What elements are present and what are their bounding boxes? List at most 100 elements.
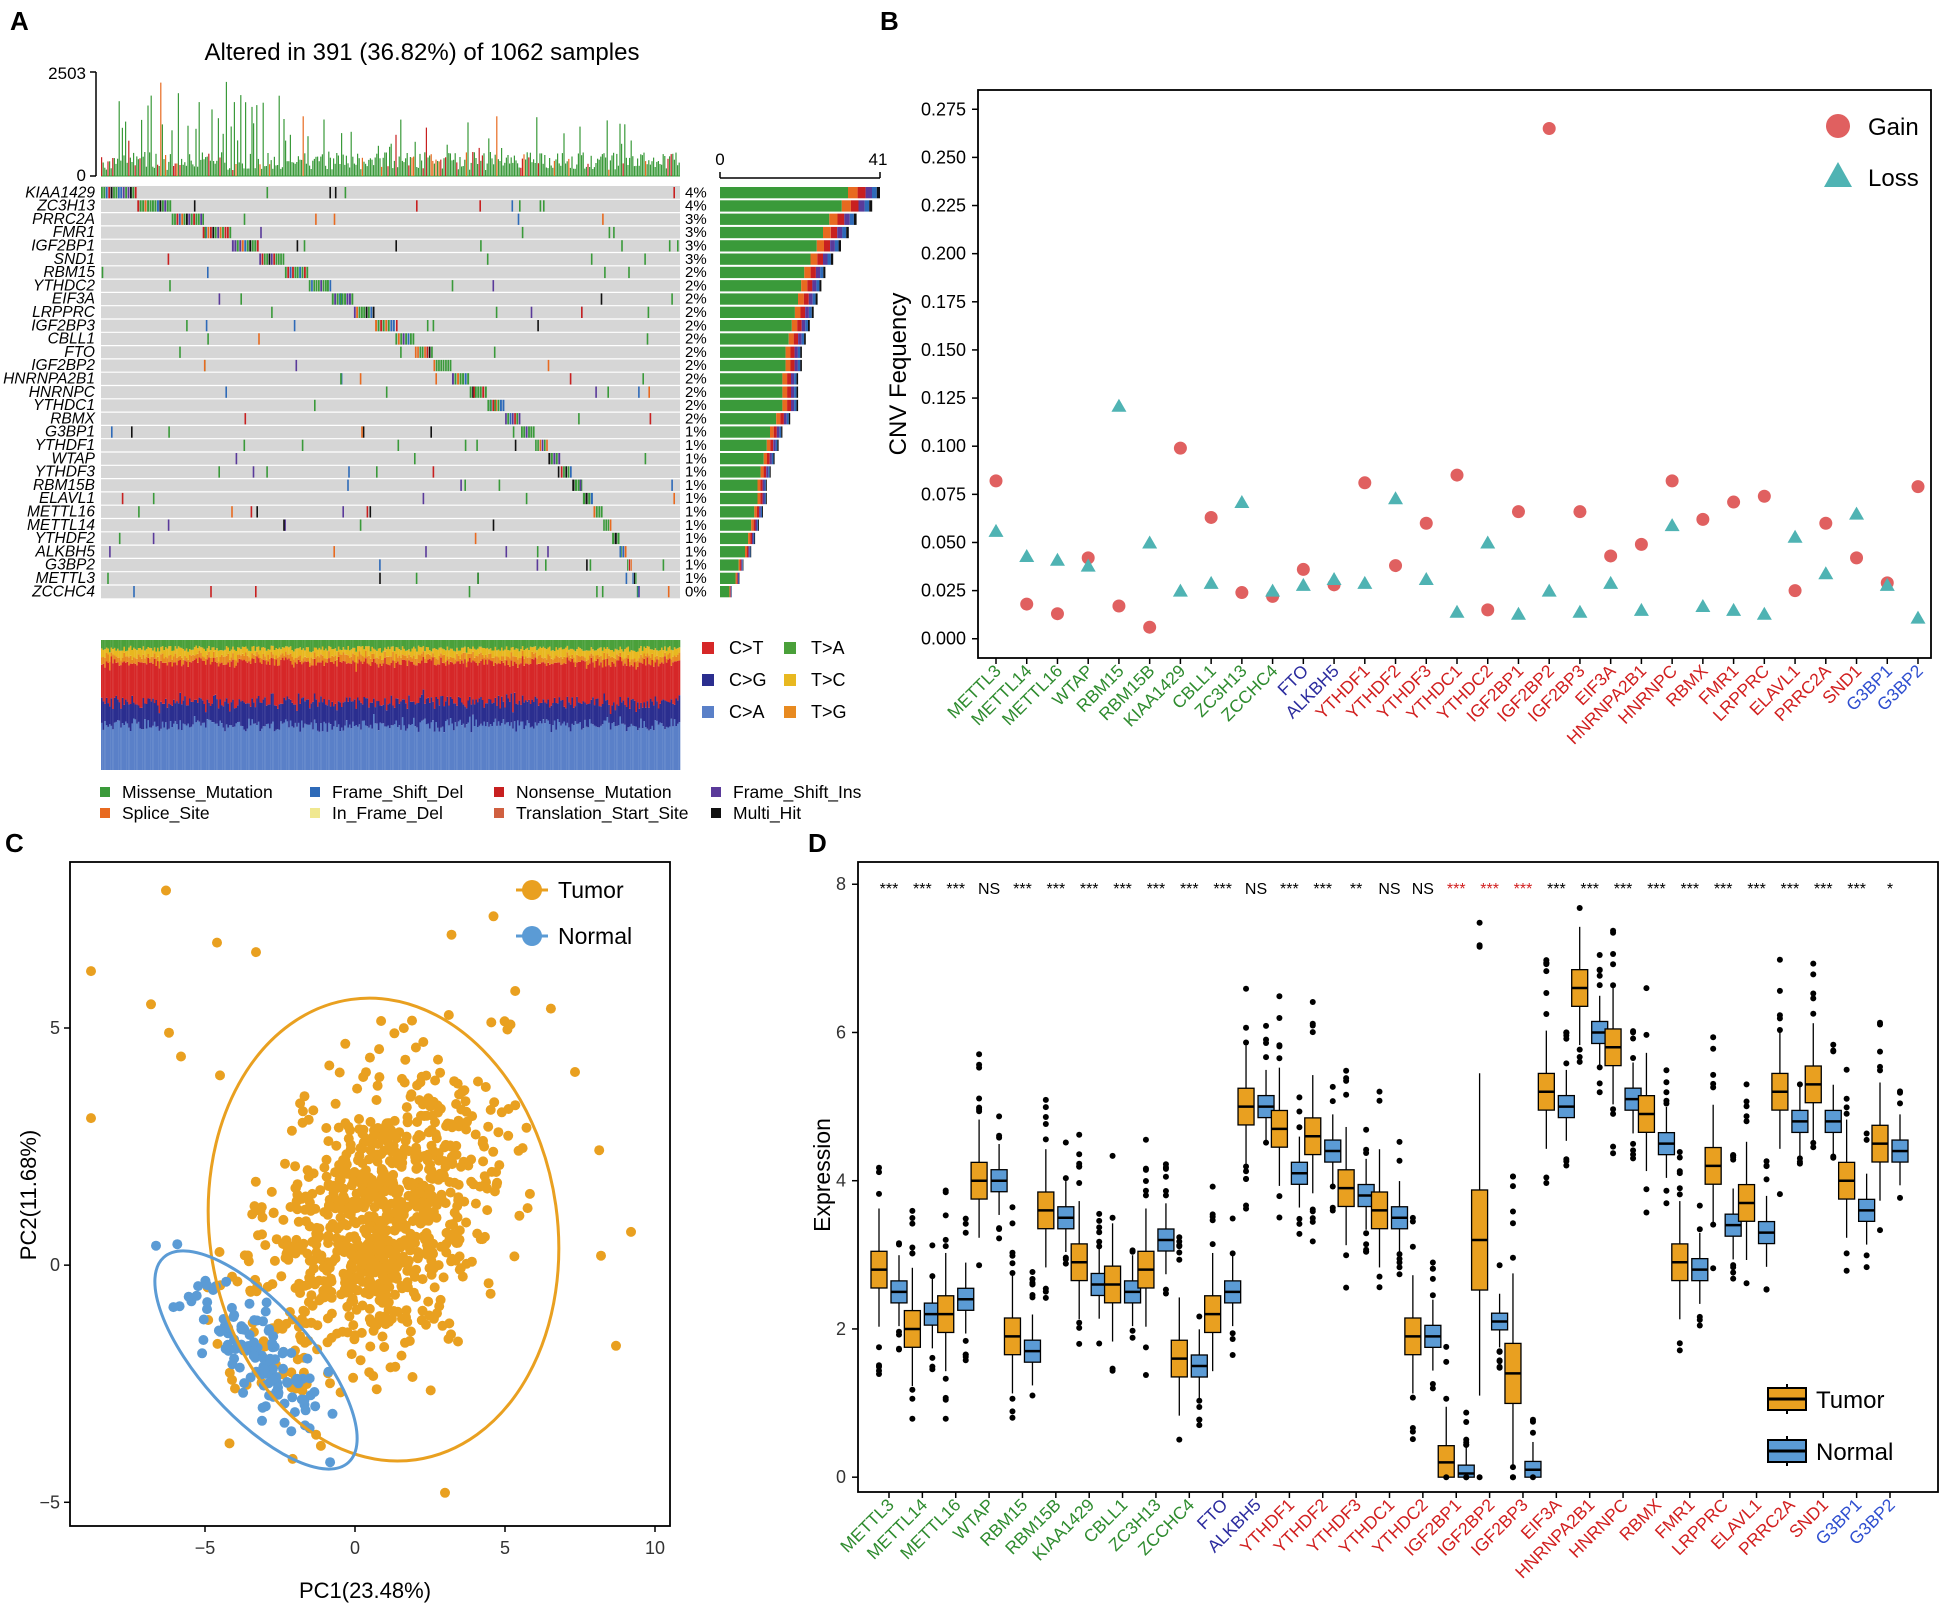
mutation-cell (361, 426, 363, 438)
titv-segment (365, 698, 367, 726)
titv-segment (609, 729, 612, 770)
box-outlier (962, 1337, 969, 1344)
mutation-cell (477, 572, 479, 584)
tmb-bar (357, 153, 359, 176)
titv-segment (475, 655, 478, 663)
tmb-bar (449, 153, 451, 176)
titv-segment (398, 703, 401, 725)
titv-segment (153, 703, 156, 722)
titv-segment (381, 723, 383, 770)
titv-segment (566, 645, 569, 653)
titv-segment (624, 724, 626, 770)
titv-segment (333, 657, 335, 664)
titv-segment (542, 719, 545, 770)
titv-segment (417, 645, 420, 655)
gene-label: YTHDF1 (35, 437, 95, 454)
titv-segment (584, 719, 586, 770)
mutation-cell (214, 226, 217, 239)
titv-segment (144, 663, 146, 704)
titv-segment (347, 655, 350, 663)
titv-segment (465, 724, 468, 770)
titv-segment (601, 667, 604, 704)
tmb-bar (168, 161, 170, 176)
mutation-cell (380, 320, 383, 332)
tmb-bar (669, 156, 671, 176)
titv-segment (174, 662, 177, 704)
mutation-cell (422, 492, 425, 505)
box-outlier (1243, 1205, 1250, 1212)
titv-segment (472, 651, 474, 661)
tumor-point (325, 1378, 335, 1389)
titv-segment (651, 725, 654, 770)
loss-point (1541, 583, 1557, 597)
titv-segment (365, 650, 367, 659)
tumor-point (347, 1282, 358, 1293)
titv-segment (160, 646, 162, 655)
titv-segment (117, 662, 119, 700)
titv-segment (221, 654, 223, 663)
titv-segment (150, 640, 153, 649)
tmb-bar (221, 152, 223, 176)
titv-segment (382, 723, 385, 770)
titv-segment (497, 663, 500, 696)
titv-segment (323, 658, 326, 666)
titv-segment (622, 723, 625, 770)
titv-segment (395, 662, 398, 699)
titv-segment (531, 726, 534, 770)
titv-segment (406, 665, 409, 709)
mutation-cell (608, 226, 611, 239)
titv-segment (336, 650, 338, 660)
mutation-cell (339, 293, 342, 305)
tmb-bar (107, 161, 109, 176)
box-outlier (1476, 943, 1483, 950)
box-outlier (1042, 1136, 1049, 1143)
titv-segment (225, 655, 228, 665)
titv-segment (363, 720, 366, 770)
titv-segment (601, 724, 604, 770)
count-bar-segment (830, 226, 838, 239)
mutation-cell (547, 359, 550, 372)
mutation-cell (122, 187, 125, 199)
box-outlier (929, 1354, 936, 1361)
titv-segment (480, 646, 482, 653)
titv-segment (337, 656, 340, 702)
count-bar-segment (791, 399, 795, 412)
titv-segment (509, 658, 511, 667)
titv-segment (488, 726, 490, 770)
tmb-bar (131, 162, 133, 176)
tmb-bar (285, 140, 287, 176)
titv-segment (101, 648, 103, 658)
mutation-cell (218, 466, 220, 478)
titv-segment (291, 656, 294, 665)
count-bar-segment (746, 546, 749, 558)
titv-segment (552, 664, 554, 703)
tumor-point (336, 1204, 347, 1215)
titv-segment (243, 647, 246, 656)
tumor-point (376, 1016, 387, 1026)
tumor-point (448, 1150, 459, 1161)
titv-segment (198, 697, 201, 722)
titv-segment (366, 640, 369, 647)
titv-segment (505, 646, 508, 657)
mutation-cell (127, 187, 130, 199)
titv-segment (312, 651, 314, 659)
titv-segment (509, 640, 511, 651)
titv-segment (419, 647, 422, 656)
titv-segment (216, 640, 218, 649)
gene-label: HNRNPA2B1 (3, 371, 95, 388)
tumor-point (338, 1155, 349, 1165)
box-outlier (942, 1394, 949, 1401)
titv-segment (293, 667, 295, 705)
tmb-bar (315, 156, 317, 176)
box-outlier (1096, 1229, 1103, 1236)
tmb-bar (245, 102, 247, 176)
tmb-bar (384, 152, 386, 176)
tmb-bar (542, 163, 544, 176)
titv-segment (446, 640, 449, 647)
box-outlier (1596, 972, 1603, 979)
titv-segment (275, 640, 278, 648)
titv-segment (265, 705, 268, 724)
percent-label: 1% (685, 424, 707, 441)
mutation-cell (432, 466, 435, 478)
titv-segment (584, 640, 586, 651)
